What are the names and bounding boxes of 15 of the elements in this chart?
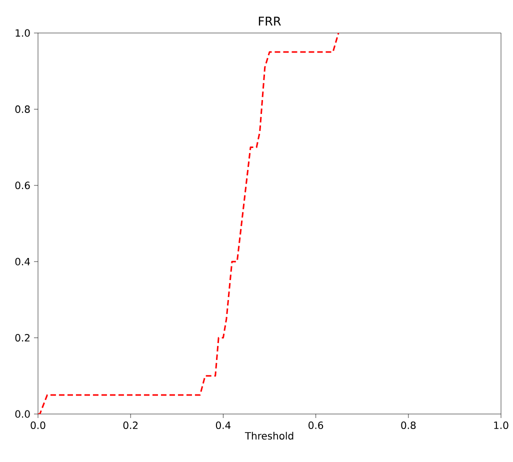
y-tick-label: 0.2 (15, 334, 30, 342)
x-tick-label: 0.4 (216, 422, 231, 430)
y-tick-label: 0.0 (15, 410, 30, 418)
x-tick-label: 0.6 (308, 422, 324, 430)
y-tick-label: 1.0 (16, 29, 30, 37)
x-tick-label: 0.2 (123, 422, 138, 430)
x-tick-label: 1.0 (494, 422, 508, 430)
x-axis-title: Threshold (244, 432, 294, 440)
y-tick-label: 0.6 (15, 182, 30, 190)
line-series (38, 32, 340, 414)
x-tick-label: 0.8 (401, 422, 416, 430)
y-tick-label: 0.8 (15, 105, 30, 113)
x-tick-label: 0.0 (30, 422, 46, 430)
chart-title: FRR (258, 16, 281, 26)
y-tick-label: 0.4 (15, 258, 30, 266)
